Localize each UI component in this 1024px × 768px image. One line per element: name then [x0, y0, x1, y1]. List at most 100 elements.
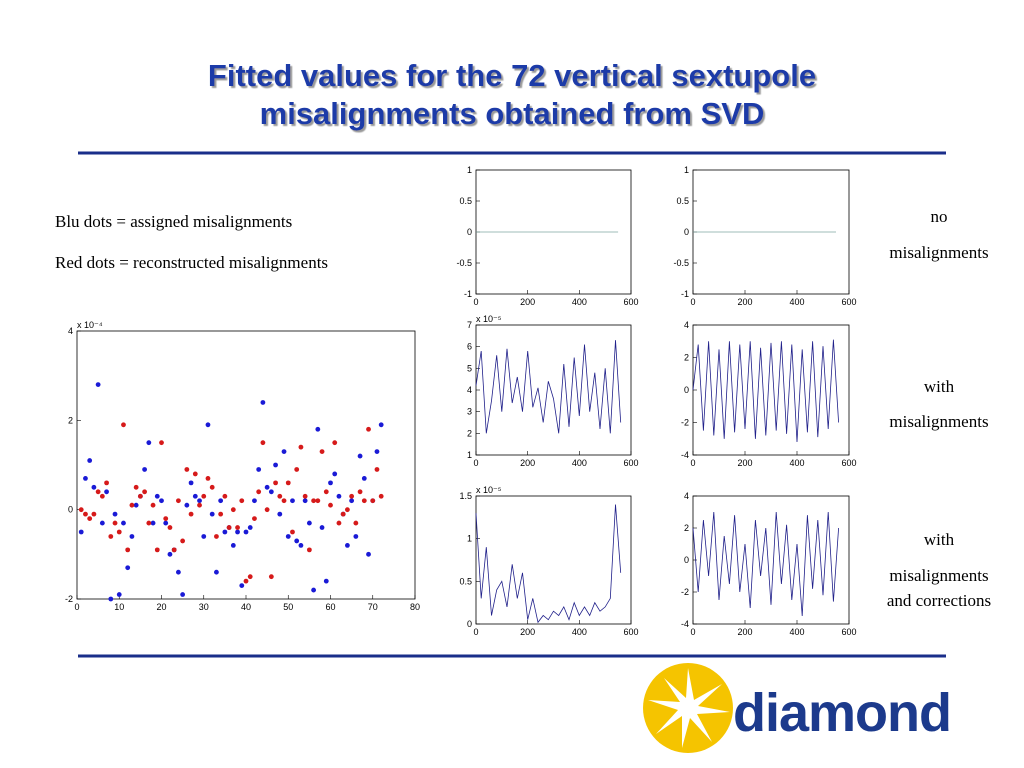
x-tick-label: 70: [368, 602, 378, 612]
point: [116, 592, 122, 597]
point: [256, 489, 262, 495]
line: [475, 504, 622, 624]
point: [91, 511, 97, 517]
point: [378, 493, 384, 499]
point: [306, 547, 312, 553]
x-tick-label: 0: [473, 458, 478, 468]
point: [226, 525, 232, 530]
point: [230, 507, 236, 513]
point: [129, 534, 135, 539]
point: [104, 489, 109, 495]
y-tick-label: -4: [681, 450, 689, 460]
x-tick-label: 0: [473, 297, 478, 307]
x-tick-label: 200: [737, 297, 752, 307]
point: [315, 498, 321, 504]
x-tick-label: 400: [572, 297, 587, 307]
point: [328, 502, 333, 508]
line: [692, 339, 839, 443]
point: [370, 498, 376, 504]
point: [294, 467, 300, 472]
x-tick-label: 600: [841, 627, 856, 637]
point: [125, 565, 131, 571]
side-label: and corrections: [887, 591, 991, 610]
point: [159, 498, 164, 504]
x-tick-label: 0: [690, 297, 695, 307]
point: [247, 525, 253, 530]
x-tick-label: 400: [572, 458, 587, 468]
point: [230, 543, 236, 548]
point: [256, 467, 262, 472]
point: [294, 538, 300, 544]
point: [83, 511, 88, 517]
plot-frame: [475, 324, 632, 456]
y-tick-label: 2: [684, 523, 689, 533]
point: [99, 493, 105, 499]
point: [302, 493, 308, 499]
point: [218, 498, 224, 504]
y-tick-label: 0: [68, 505, 73, 515]
point: [252, 516, 257, 521]
y-tick-label: -0.5: [456, 258, 472, 268]
point: [180, 592, 186, 597]
y-tick-label: -1: [464, 289, 472, 299]
x-tick-label: 600: [623, 297, 638, 307]
point: [78, 507, 84, 513]
x-tick-label: 10: [114, 602, 124, 612]
line: [692, 511, 839, 617]
point: [188, 480, 194, 486]
x-tick-label: 400: [789, 458, 804, 468]
point: [116, 529, 122, 535]
y-tick-label: -0.5: [673, 258, 689, 268]
point: [264, 507, 270, 513]
point: [349, 498, 355, 504]
note: Red dots = reconstructed misalignments: [55, 253, 328, 272]
point: [366, 551, 371, 557]
point: [184, 502, 190, 508]
point: [87, 458, 93, 463]
point: [154, 547, 160, 553]
x-tick-label: 50: [283, 602, 293, 612]
point: [366, 426, 371, 432]
y-tick-label: 0.5: [676, 196, 689, 206]
point: [336, 493, 342, 499]
y-tick-label: -2: [681, 587, 689, 597]
point: [290, 498, 295, 504]
point: [268, 574, 274, 580]
side-label: misalignments: [889, 412, 988, 431]
point: [142, 489, 148, 495]
point: [268, 489, 274, 495]
x-tick-label: 0: [473, 627, 478, 637]
y-tick-label: 0.5: [459, 196, 472, 206]
point: [290, 529, 295, 535]
point: [154, 493, 160, 499]
x-tick-label: 0: [690, 458, 695, 468]
x-tick-label: 600: [841, 297, 856, 307]
point: [336, 520, 342, 526]
point: [163, 520, 169, 526]
x-tick-label: 200: [520, 627, 535, 637]
y-tick-label: 2: [68, 415, 73, 425]
point: [171, 547, 177, 553]
point: [306, 520, 312, 526]
point: [239, 498, 245, 504]
y-tick-label: 2: [684, 353, 689, 363]
point: [163, 516, 169, 521]
y-tick-label: -2: [681, 418, 689, 428]
line: [475, 340, 622, 434]
point: [243, 578, 249, 584]
point: [214, 534, 219, 539]
x-tick-label: 0: [74, 602, 79, 612]
point: [247, 574, 253, 580]
point: [205, 476, 211, 481]
x-tick-label: 200: [520, 297, 535, 307]
point: [133, 502, 139, 508]
y-tick-label: 1: [467, 534, 472, 544]
point: [87, 516, 93, 521]
point: [99, 520, 105, 526]
x-tick-label: 600: [623, 627, 638, 637]
point: [374, 467, 380, 472]
point: [192, 493, 198, 499]
point: [108, 596, 114, 602]
point: [349, 493, 355, 499]
point: [260, 400, 266, 405]
